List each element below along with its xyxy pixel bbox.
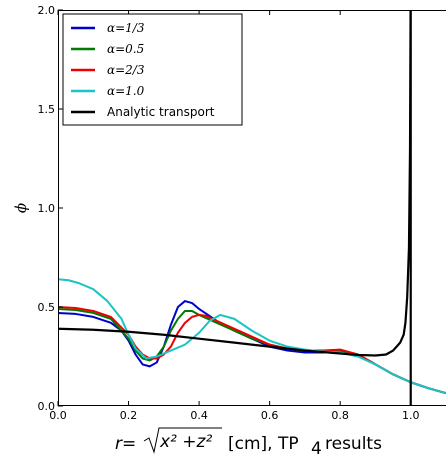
series-layer bbox=[58, 10, 446, 406]
series-line-4 bbox=[58, 10, 412, 406]
x-axis-label-radicand: x² +z² bbox=[159, 432, 212, 452]
x-axis-label: r= x² +z² [cm], TP 4 results bbox=[115, 427, 382, 459]
x-tick-label: 0.0 bbox=[49, 409, 67, 422]
y-tick-label: 0.5 bbox=[38, 301, 56, 314]
legend-label-4: Analytic transport bbox=[107, 105, 215, 119]
x-tick-label: 0.4 bbox=[190, 409, 208, 422]
x-axis-label-lhs: r= bbox=[115, 434, 136, 454]
x-tick-label: 0.2 bbox=[120, 409, 138, 422]
x-tick-label: 1.0 bbox=[402, 409, 420, 422]
y-tick-label: 1.0 bbox=[38, 202, 56, 215]
sqrt-symbol bbox=[143, 427, 222, 454]
legend-label-0: α=1/3 bbox=[107, 21, 145, 35]
legend-label-3: α=1.0 bbox=[107, 84, 145, 98]
x-axis-label-units: [cm], TP bbox=[228, 434, 299, 454]
legend-label-1: α=0.5 bbox=[107, 42, 144, 56]
x-axis-label-subscript: 4 bbox=[311, 439, 322, 459]
legend: α=1/3 α=0.5 α=2/3 α=1.0 Analytic transport bbox=[62, 13, 243, 126]
ticks-layer: 0.0 0.2 0.4 0.6 0.8 1.0 0.0 0.5 1.0 1.5 2.0 bbox=[38, 4, 420, 422]
series-line-3 bbox=[58, 278, 446, 395]
x-axis-label-tail: results bbox=[325, 434, 382, 454]
y-axis-label: ϕ bbox=[12, 203, 30, 213]
legend-label-2: α=2/3 bbox=[107, 63, 145, 77]
y-tick-label: 1.5 bbox=[38, 103, 56, 116]
x-tick-label: 0.8 bbox=[331, 409, 349, 422]
y-tick-label: 2.0 bbox=[38, 4, 56, 17]
y-tick-label: 0.0 bbox=[38, 400, 56, 413]
x-tick-label: 0.6 bbox=[261, 409, 279, 422]
